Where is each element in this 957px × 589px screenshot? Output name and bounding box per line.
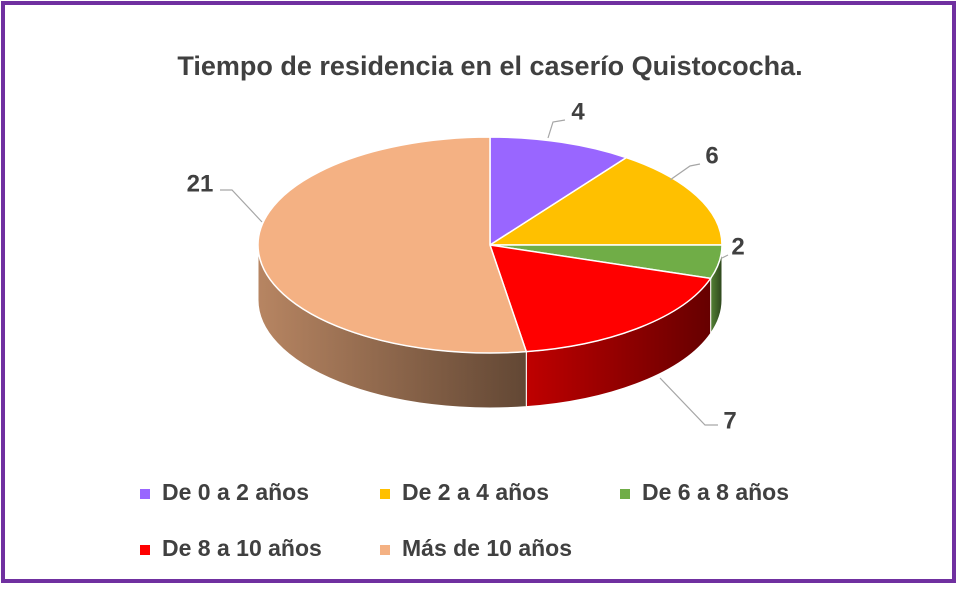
legend-swatch (380, 545, 390, 555)
leader-line (547, 119, 566, 139)
legend-swatch (140, 489, 150, 499)
pie-slice (488, 244, 712, 353)
leader-line (721, 254, 729, 259)
legend-label: De 2 a 4 años (402, 479, 549, 505)
pie-slice (489, 136, 629, 247)
chart-title: Tiempo de residencia en el caserío Quist… (177, 51, 802, 81)
pie-slice (487, 156, 723, 246)
data-label: 7 (723, 407, 736, 434)
data-label: 21 (187, 170, 214, 197)
data-label: 6 (705, 142, 718, 169)
data-label: 2 (731, 233, 744, 260)
legend-swatch (380, 489, 390, 499)
pie-slice (257, 136, 528, 354)
leader-line (669, 163, 701, 181)
legend-swatch (620, 489, 630, 499)
legend-label: De 0 a 2 años (162, 479, 309, 505)
legend-label: De 6 a 8 años (642, 479, 789, 505)
legend-swatch (140, 545, 150, 555)
leader-line (220, 189, 263, 223)
data-label: 4 (571, 98, 585, 125)
legend-label: De 8 a 10 años (162, 535, 322, 561)
legend-label: Más de 10 años (402, 535, 572, 561)
leader-line (659, 377, 718, 426)
